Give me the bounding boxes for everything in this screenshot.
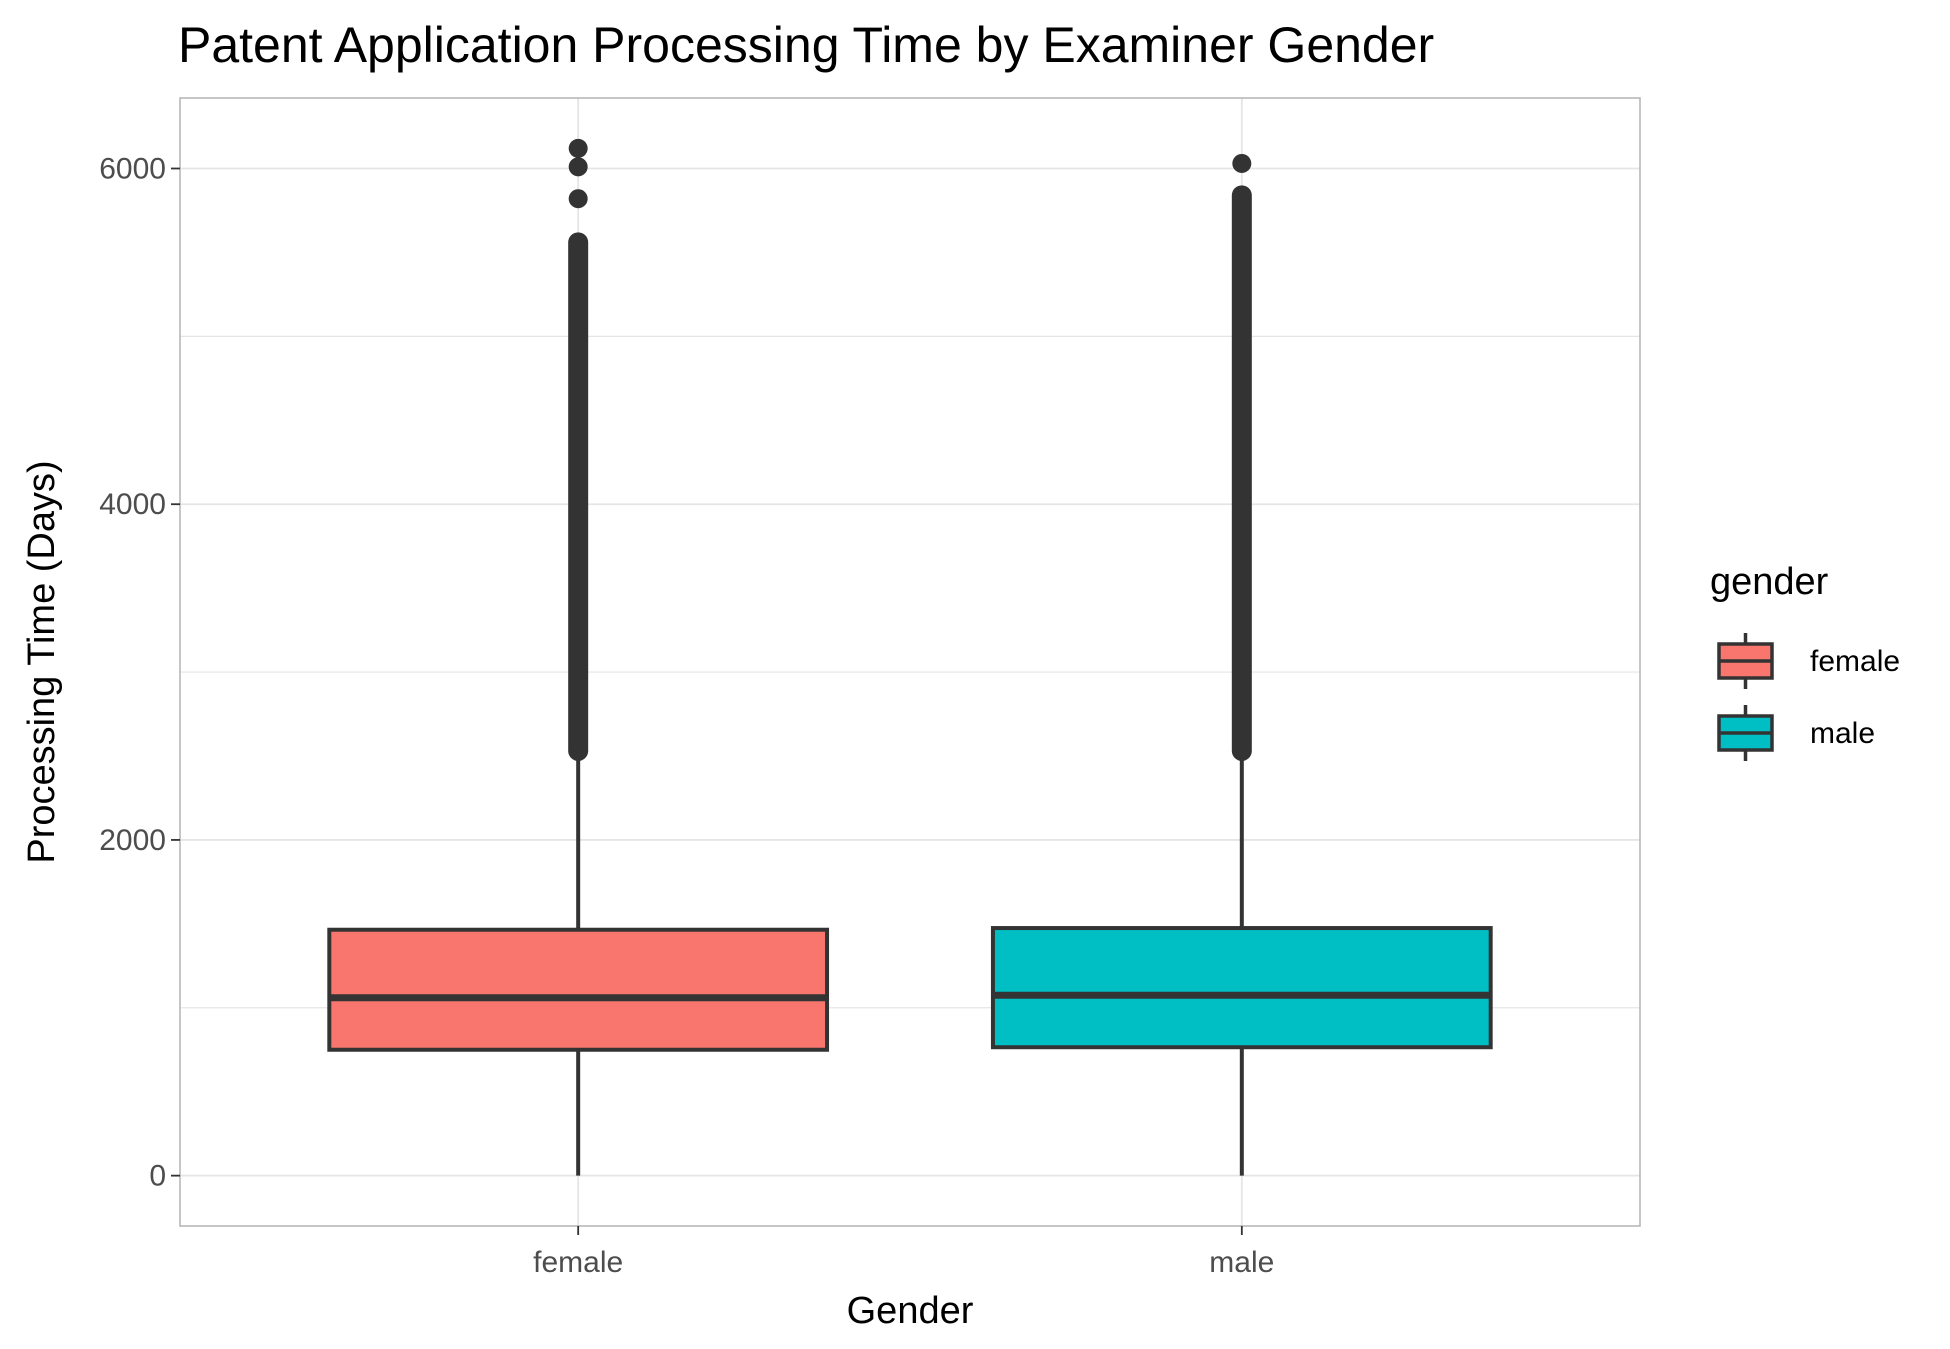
legend-item-male: male [1717, 705, 1875, 761]
legend-label: male [1810, 717, 1875, 750]
outlier-point [568, 138, 588, 158]
outlier-point [568, 189, 588, 209]
outlier-point [1232, 153, 1252, 173]
box-group-female [327, 138, 830, 1176]
outlier-point [568, 157, 588, 177]
y-tick-label: 0 [149, 1160, 166, 1193]
boxes [327, 138, 1493, 1176]
x-tick-label: female [533, 1246, 623, 1279]
y-axis: 0 2000 4000 6000 [99, 153, 180, 1193]
y-tick-label: 4000 [99, 488, 166, 521]
legend-label: female [1810, 645, 1900, 678]
x-axis-title: Gender [847, 1290, 974, 1332]
y-tick-label: 2000 [99, 824, 166, 857]
box-male [990, 926, 1493, 1050]
legend: gender female male [1710, 561, 1900, 761]
panel-border [179, 97, 1641, 1227]
x-axis: female male [533, 1226, 1274, 1279]
y-tick-label: 6000 [99, 153, 166, 186]
box-group-male [990, 153, 1493, 1176]
x-tick-label: male [1209, 1246, 1274, 1279]
legend-item-female: female [1717, 633, 1900, 689]
chart-title: Patent Application Processing Time by Ex… [178, 17, 1434, 73]
y-axis-title: Processing Time (Days) [21, 460, 63, 863]
legend-title: gender [1710, 561, 1829, 603]
box-female [327, 927, 830, 1052]
